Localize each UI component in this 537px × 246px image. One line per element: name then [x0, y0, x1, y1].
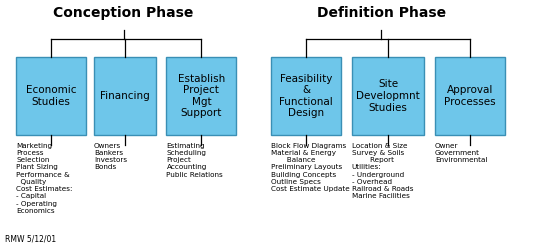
- Text: Definition Phase: Definition Phase: [317, 6, 446, 20]
- FancyBboxPatch shape: [352, 57, 424, 135]
- Text: Estimating
Scheduling
Project
Accounting
Public Relations: Estimating Scheduling Project Accounting…: [166, 143, 223, 178]
- Text: Economic
Studies: Economic Studies: [26, 85, 76, 107]
- Text: Establish
Project
Mgt
Support: Establish Project Mgt Support: [178, 74, 225, 118]
- FancyBboxPatch shape: [166, 57, 236, 135]
- Text: RMW 5/12/01: RMW 5/12/01: [5, 234, 56, 244]
- Text: Owners
Bankers
Investors
Bonds: Owners Bankers Investors Bonds: [94, 143, 127, 170]
- FancyBboxPatch shape: [271, 57, 341, 135]
- Text: Feasibility
&
Functional
Design: Feasibility & Functional Design: [279, 74, 333, 118]
- FancyBboxPatch shape: [16, 57, 86, 135]
- Text: Approval
Processes: Approval Processes: [444, 85, 496, 107]
- Text: Marketing
Process
Selection
Plant Sizing
Performance &
  Quality
Cost Estimates:: Marketing Process Selection Plant Sizing…: [16, 143, 72, 214]
- Text: Block Flow Diagrams
Material & Energy
       Balance
Preliminary Layouts
Buildin: Block Flow Diagrams Material & Energy Ba…: [271, 143, 350, 192]
- FancyBboxPatch shape: [435, 57, 505, 135]
- Text: Site
Developmnt
Studies: Site Developmnt Studies: [356, 79, 420, 112]
- Text: Conception Phase: Conception Phase: [53, 6, 194, 20]
- Text: Owner
Government
Environmental: Owner Government Environmental: [435, 143, 488, 163]
- Text: Location & Size
Survey & Soils
        Report
Utilities:
- Underground
- Overhea: Location & Size Survey & Soils Report Ut…: [352, 143, 413, 200]
- Text: Financing: Financing: [100, 91, 150, 101]
- FancyBboxPatch shape: [94, 57, 156, 135]
